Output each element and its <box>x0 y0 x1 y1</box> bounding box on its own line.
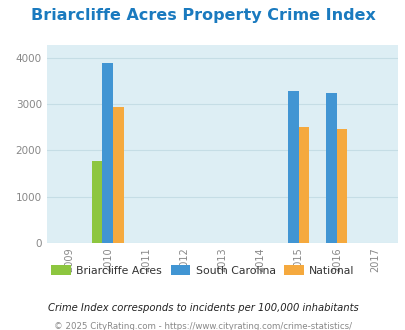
Bar <box>92 161 102 243</box>
Bar <box>287 91 298 243</box>
Text: Crime Index corresponds to incidents per 100,000 inhabitants: Crime Index corresponds to incidents per… <box>47 303 358 313</box>
Bar <box>298 126 309 243</box>
Text: Briarcliffe Acres Property Crime Index: Briarcliffe Acres Property Crime Index <box>30 8 375 23</box>
Bar <box>113 107 124 243</box>
Text: © 2025 CityRating.com - https://www.cityrating.com/crime-statistics/: © 2025 CityRating.com - https://www.city… <box>54 322 351 330</box>
Bar <box>325 93 336 243</box>
Bar <box>102 63 113 243</box>
Legend: Briarcliffe Acres, South Carolina, National: Briarcliffe Acres, South Carolina, Natio… <box>47 261 358 280</box>
Bar <box>336 129 347 243</box>
